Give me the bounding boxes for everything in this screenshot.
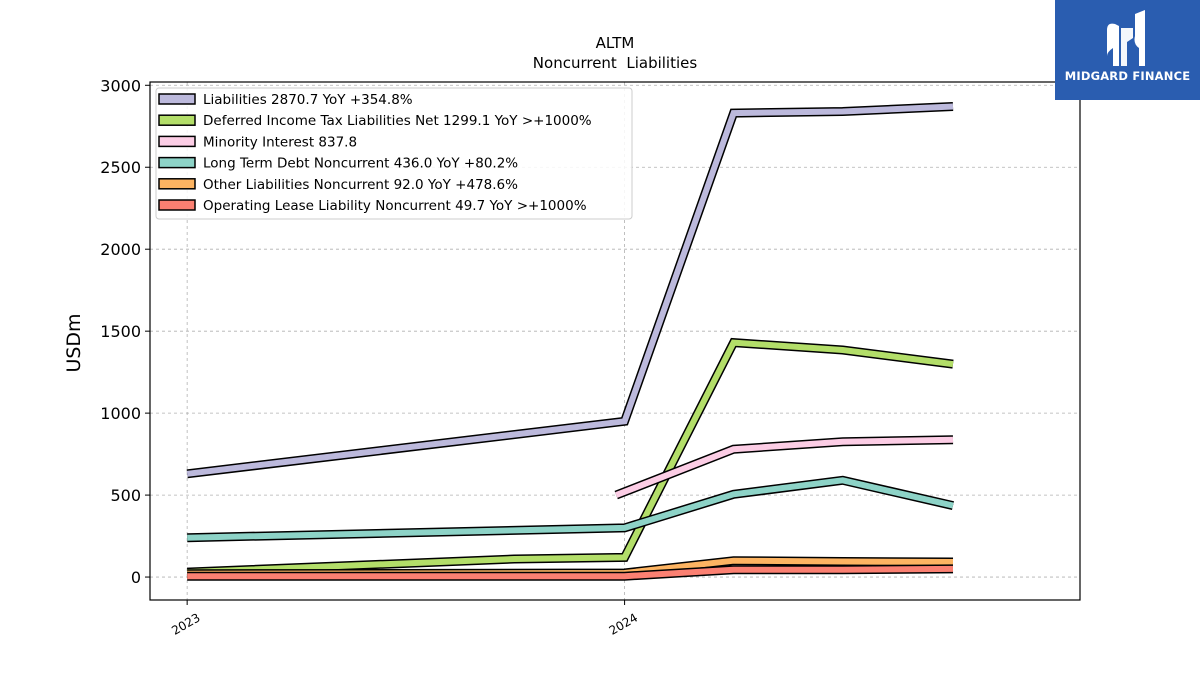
legend-label: Deferred Income Tax Liabilities Net 1299… (203, 113, 592, 129)
brand-logo: MIDGARD FINANCE (1055, 0, 1200, 100)
legend-swatch (158, 93, 196, 105)
y-tick-label: 2500 (100, 158, 141, 177)
y-tick-label: 500 (110, 486, 141, 505)
legend: Liabilities 2870.7 YoY +354.8% Deferred I… (155, 87, 633, 220)
legend-label: Operating Lease Liability Noncurrent 49.… (203, 198, 587, 214)
series-liabilities (186, 102, 954, 479)
x-axis: 2023 2024 (169, 600, 640, 638)
y-tick-label: 0 (131, 568, 141, 587)
legend-label: Long Term Debt Noncurrent 436.0 YoY +80.… (203, 156, 518, 172)
series-deferred-income-tax-liabilities-net (187, 337, 954, 577)
x-tick-label: 2024 (607, 610, 640, 637)
plot-frame (149, 81, 1081, 601)
legend-label: Minority Interest 837.8 (203, 134, 357, 150)
series-minority-interest (614, 435, 954, 500)
legend-label: Liabilities 2870.7 YoY +354.8% (203, 92, 413, 108)
legend-swatch (158, 199, 196, 211)
legend-swatch (158, 156, 196, 169)
legend-label: Other Liabilities Noncurrent 92.0 YoY +4… (203, 177, 518, 193)
legend-box (155, 87, 633, 220)
series-long-term-debt-noncurrent (187, 475, 955, 543)
legend-swatch (158, 135, 196, 148)
series-line (187, 565, 954, 580)
series-line (187, 477, 954, 541)
series-line (187, 339, 954, 576)
y-tick-label: 2000 (100, 240, 141, 259)
series-line (186, 103, 954, 477)
brand-name: MIDGARD FINANCE (1064, 69, 1191, 83)
legend-swatch (158, 114, 196, 126)
y-axis-label: USDm (63, 313, 85, 372)
midgard-logo-icon (1107, 10, 1145, 67)
y-tick-label: 1000 (100, 404, 141, 423)
chart-title: ALTM (596, 34, 635, 52)
chart-subtitle: Noncurrent Liabilities (533, 54, 698, 72)
series-line (615, 436, 954, 498)
legend-swatch (158, 178, 196, 190)
series-operating-lease-liability-noncurrent (187, 564, 954, 581)
x-tick-label: 2023 (169, 610, 202, 637)
y-tick-label: 3000 (100, 76, 141, 95)
series-lines (186, 102, 955, 581)
y-axis: 0 500 1000 1500 2000 2500 3000 (100, 76, 150, 587)
y-tick-label: 1500 (100, 322, 141, 341)
